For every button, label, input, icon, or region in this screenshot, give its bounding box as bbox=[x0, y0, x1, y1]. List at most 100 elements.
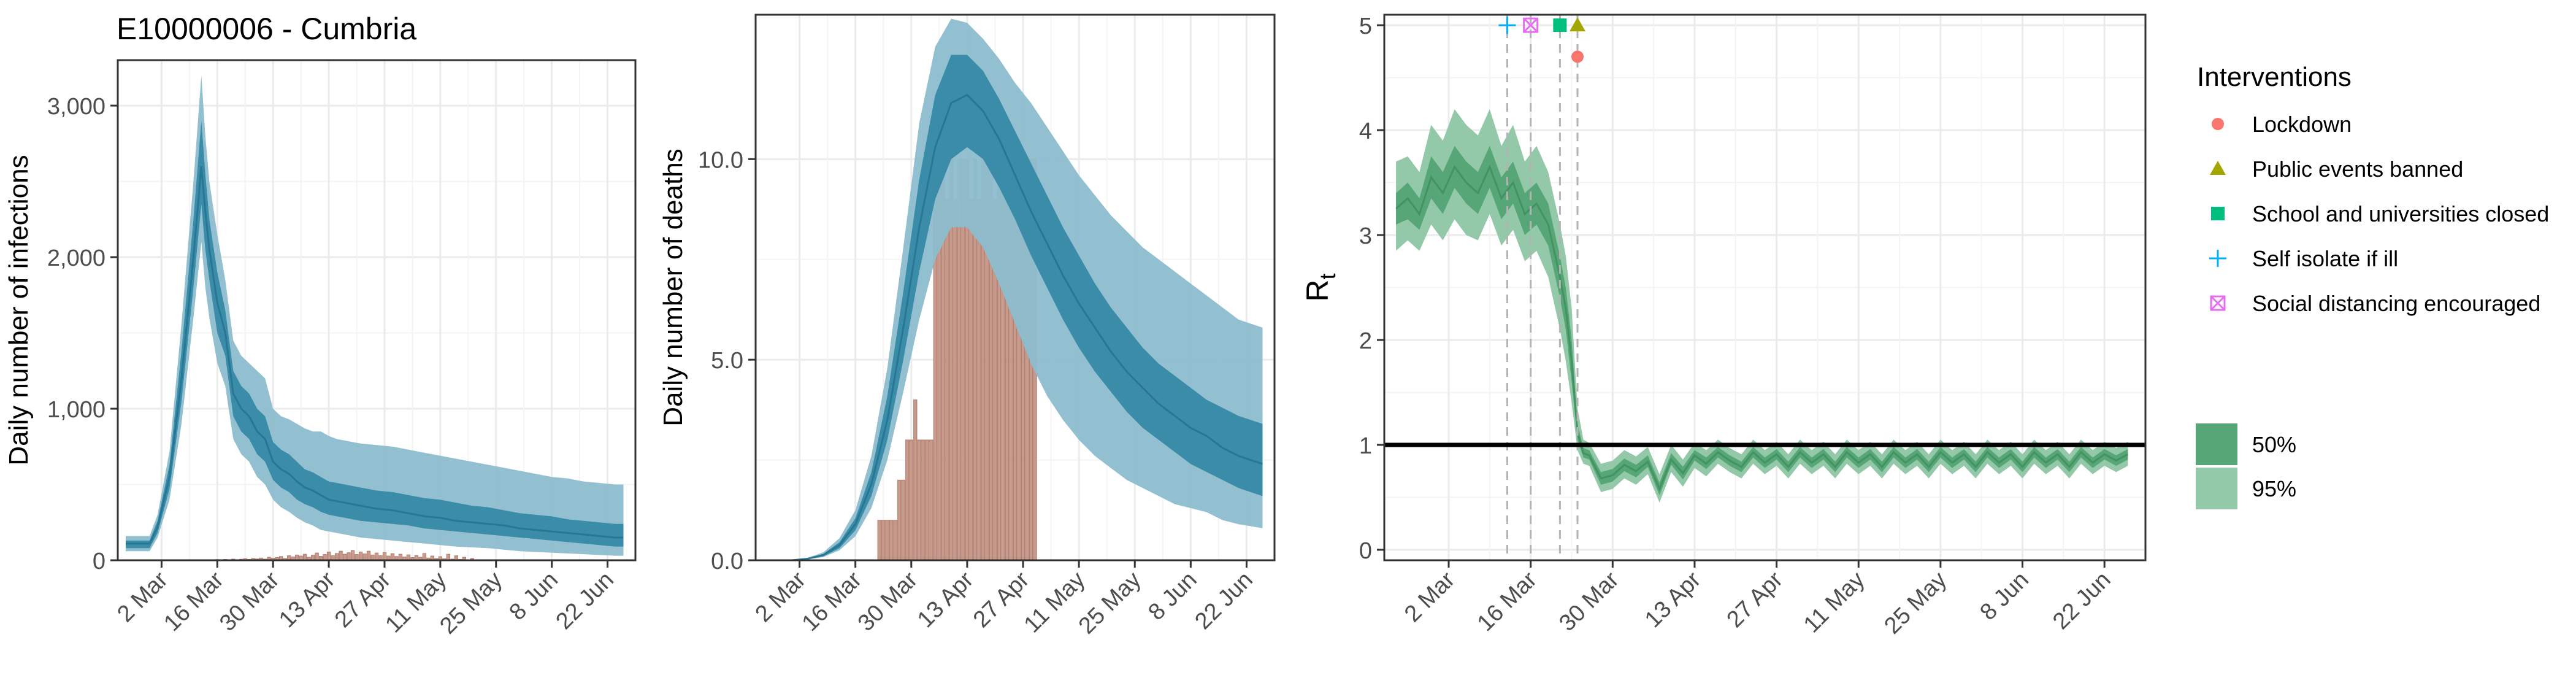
boxx-marker-box bbox=[1523, 17, 1539, 33]
y-tick-label: 2 bbox=[1359, 328, 1372, 354]
observed-bar bbox=[362, 554, 367, 561]
intervention-marker-public_events_banned bbox=[1570, 17, 1586, 32]
intervention-marker-school_closure bbox=[1553, 18, 1567, 33]
observed-bar bbox=[913, 399, 918, 561]
y-tick-label: 3,000 bbox=[47, 94, 105, 120]
y-tick-label: 10.0 bbox=[698, 147, 743, 173]
y-tick-label: 0.0 bbox=[711, 549, 743, 574]
intervention-marker-lockdown bbox=[1571, 50, 1584, 63]
legend-label-public_events_banned: Public events banned bbox=[2252, 156, 2463, 182]
observed-bar bbox=[885, 520, 889, 561]
y-tick-label: 2,000 bbox=[47, 245, 105, 271]
legend-label-lockdown: Lockdown bbox=[2252, 112, 2352, 137]
y-tick-label: 3 bbox=[1359, 223, 1372, 249]
band-95 bbox=[764, 18, 1263, 560]
y-tick-label: 0 bbox=[1359, 538, 1372, 564]
observed-bar bbox=[905, 439, 910, 561]
legend-title: Interventions bbox=[2197, 62, 2352, 92]
panel-border bbox=[754, 14, 1276, 561]
observed-bars bbox=[211, 550, 474, 561]
panel-border bbox=[117, 59, 637, 561]
boxx-marker-x2 bbox=[1523, 18, 1538, 33]
observed-bar bbox=[422, 553, 427, 561]
observed-bar bbox=[925, 439, 929, 561]
legend-label-self_isolate: Self isolate if ill bbox=[2252, 246, 2398, 271]
observed-bar bbox=[881, 520, 886, 561]
observed-bar bbox=[339, 550, 343, 561]
observed-bar bbox=[877, 520, 881, 561]
legend-label-social_distancing: Social distancing encouraged bbox=[2252, 291, 2540, 316]
band-95 bbox=[1396, 109, 2128, 503]
observed-bar bbox=[334, 553, 339, 561]
observed-bar bbox=[358, 551, 363, 561]
x-tick-label: 25 May bbox=[1879, 567, 1952, 639]
observed-bar bbox=[969, 199, 973, 561]
band-50 bbox=[764, 55, 1263, 560]
observed-bar bbox=[953, 199, 957, 561]
x-tick-label: 13 Apr bbox=[274, 566, 340, 633]
rt-y-axis-label: Rt bbox=[1300, 273, 1340, 301]
square-marker bbox=[2211, 207, 2225, 220]
x-tick-label: 27 Apr bbox=[1722, 566, 1788, 633]
x-tick-label: 22 Jun bbox=[2048, 567, 2115, 635]
observed-bar bbox=[326, 551, 331, 561]
median-line bbox=[126, 166, 624, 545]
figure-title: E10000006 - Cumbria bbox=[117, 12, 416, 46]
x-tick-label: 25 May bbox=[1074, 567, 1146, 639]
infections-y-axis-label: Daily number of infections bbox=[4, 155, 34, 465]
observed-bar bbox=[893, 520, 897, 561]
x-tick-label: 8 Jun bbox=[1975, 567, 2033, 625]
observed-bar bbox=[374, 552, 379, 561]
legend-band-swatch bbox=[2196, 468, 2237, 509]
observed-bar bbox=[366, 550, 371, 561]
boxx-marker-x2 bbox=[2210, 295, 2226, 311]
y-tick-label: 1,000 bbox=[47, 397, 105, 423]
y-tick-label: 0 bbox=[93, 549, 105, 574]
x-tick-label: 16 Mar bbox=[159, 566, 229, 636]
y-tick-label: 1 bbox=[1359, 433, 1372, 459]
x-tick-label: 13 Apr bbox=[1640, 566, 1706, 633]
median-line bbox=[1395, 164, 2129, 492]
x-tick-label: 30 Mar bbox=[853, 566, 923, 636]
y-tick-label: 5.0 bbox=[711, 348, 743, 374]
x-tick-label: 30 Mar bbox=[1554, 566, 1624, 636]
deaths-y-axis-label: Daily number of deaths bbox=[658, 149, 688, 426]
square-marker bbox=[1553, 18, 1567, 33]
triangle-marker bbox=[1570, 17, 1586, 32]
median-line bbox=[764, 93, 1263, 561]
legend-band-swatch bbox=[2196, 423, 2237, 465]
observed-bar bbox=[350, 550, 355, 561]
x-tick-label: 22 Jun bbox=[1190, 567, 1257, 635]
x-tick-label: 25 May bbox=[435, 567, 507, 639]
legend-band-label: 95% bbox=[2252, 476, 2296, 501]
circle-marker bbox=[1571, 50, 1584, 63]
legend-band-label: 50% bbox=[2252, 432, 2296, 457]
grid bbox=[1384, 15, 2145, 560]
x-tick-label: 22 Jun bbox=[551, 567, 619, 635]
observed-bar bbox=[921, 439, 926, 561]
circle-marker bbox=[2212, 118, 2224, 130]
observed-bar bbox=[945, 199, 949, 561]
intervention-marker-self_isolate bbox=[1498, 17, 1516, 34]
observed-bar bbox=[382, 552, 387, 561]
legend-label-school_closure: School and universities closed bbox=[2252, 201, 2549, 226]
observed-bar bbox=[901, 479, 905, 561]
observed-bar bbox=[347, 552, 351, 561]
y-tick-label: 5 bbox=[1359, 14, 1372, 39]
observed-bar bbox=[977, 199, 981, 561]
triangle-marker bbox=[2210, 161, 2226, 175]
legend-key-lockdown bbox=[2212, 118, 2224, 130]
observed-bar bbox=[917, 439, 921, 561]
observed-bar bbox=[315, 552, 319, 561]
observed-bar bbox=[929, 439, 933, 561]
band-50 bbox=[1396, 145, 2128, 495]
x-tick-label: 13 Apr bbox=[913, 566, 979, 633]
x-tick-label: 2 Mar bbox=[1400, 566, 1460, 627]
observed-bar bbox=[897, 479, 902, 561]
legend-key-public_events_banned bbox=[2210, 161, 2226, 175]
y-tick-label: 4 bbox=[1359, 118, 1372, 144]
legend-key-self_isolate bbox=[2209, 250, 2226, 267]
